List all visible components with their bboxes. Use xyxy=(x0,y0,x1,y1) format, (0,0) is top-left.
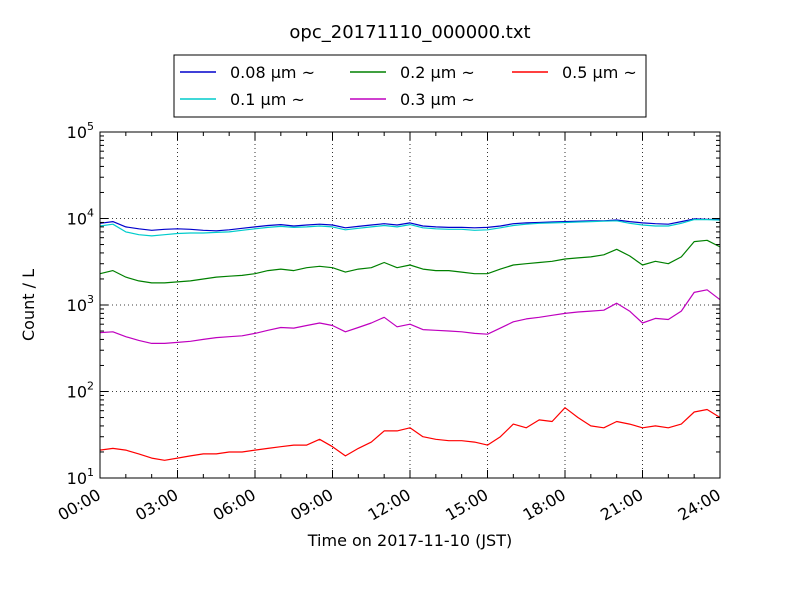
x-tick-label: 06:00 xyxy=(210,485,259,525)
y-tick-label: 101 xyxy=(67,466,94,488)
series-layer xyxy=(99,218,721,461)
legend: 0.08 μm ~ 0.1 μm ~ 0.2 μm ~ 0.3 μm ~ 0.5 μm … xyxy=(173,54,647,118)
x-tick-label: 21:00 xyxy=(597,485,646,525)
x-tick-label: 15:00 xyxy=(442,485,491,525)
grid-lines xyxy=(100,132,720,478)
y-tick-label: 104 xyxy=(67,207,94,229)
legend-box xyxy=(173,54,647,118)
tick-marks xyxy=(99,131,721,479)
legend-label: 0.5 μm ~ xyxy=(562,63,637,82)
series-line-0-3-m xyxy=(99,289,721,344)
x-tick-label: 09:00 xyxy=(287,485,336,525)
y-tick-labels: 101 102 103 104 105 xyxy=(67,120,94,488)
legend-label: 0.08 μm ~ xyxy=(230,63,315,82)
plot-area xyxy=(99,131,721,479)
series-line-0-5-m xyxy=(99,407,721,461)
legend-label: 0.2 μm ~ xyxy=(400,63,475,82)
series-line-0-1-m xyxy=(99,219,721,237)
y-tick-label: 105 xyxy=(67,120,94,142)
x-tick-label: 00:00 xyxy=(55,485,104,525)
legend-label: 0.1 μm ~ xyxy=(230,90,305,109)
x-axis-label: Time on 2017-11-10 (JST) xyxy=(307,531,512,550)
x-tick-label: 12:00 xyxy=(365,485,414,525)
chart-title: opc_20171110_000000.txt xyxy=(289,22,530,43)
y-tick-label: 103 xyxy=(67,293,94,315)
x-tick-label: 24:00 xyxy=(675,485,724,525)
x-tick-label: 18:00 xyxy=(520,485,569,525)
series-line-0-08-m xyxy=(99,218,721,232)
legend-label: 0.3 μm ~ xyxy=(400,90,475,109)
x-tick-label: 03:00 xyxy=(132,485,181,525)
x-tick-labels: 00:00 03:00 06:00 09:00 12:00 15:00 18:00 21:00… xyxy=(55,485,724,525)
y-axis-label: Count / L xyxy=(19,269,38,341)
y-tick-label: 102 xyxy=(67,380,94,402)
series-line-0-2-m xyxy=(99,239,721,284)
